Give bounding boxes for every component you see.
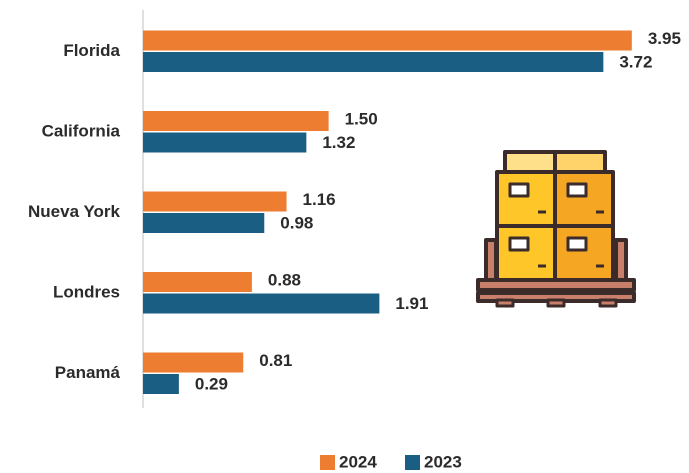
data-label: 1.50 xyxy=(345,109,378,128)
bar xyxy=(143,191,287,212)
data-label: 0.98 xyxy=(280,213,313,232)
y-tick-label: Florida xyxy=(63,41,120,60)
data-label: 3.95 xyxy=(648,29,681,48)
y-tick-label: Panamá xyxy=(55,363,121,382)
legend-swatch xyxy=(405,455,420,470)
y-tick-label: Londres xyxy=(53,282,120,301)
legend-label: 2024 xyxy=(339,452,377,471)
data-label: 1.91 xyxy=(395,294,428,313)
bar xyxy=(143,352,244,373)
bar xyxy=(143,111,329,131)
data-label: 0.88 xyxy=(268,270,301,289)
bar xyxy=(143,272,252,292)
pallet-icon xyxy=(476,150,636,308)
data-label: 1.16 xyxy=(303,190,336,209)
bar xyxy=(143,374,179,394)
bar xyxy=(143,52,604,72)
y-tick-label: California xyxy=(42,121,121,140)
data-label: 1.32 xyxy=(322,133,355,152)
legend-swatch xyxy=(320,455,335,470)
data-label: 3.72 xyxy=(619,52,652,71)
bar xyxy=(143,213,265,233)
bar xyxy=(143,293,380,314)
data-label: 0.29 xyxy=(195,374,228,393)
bar xyxy=(143,132,307,153)
data-label: 0.81 xyxy=(259,351,292,370)
bar xyxy=(143,30,632,51)
legend-label: 2023 xyxy=(424,452,462,471)
y-tick-label: Nueva York xyxy=(28,202,121,221)
